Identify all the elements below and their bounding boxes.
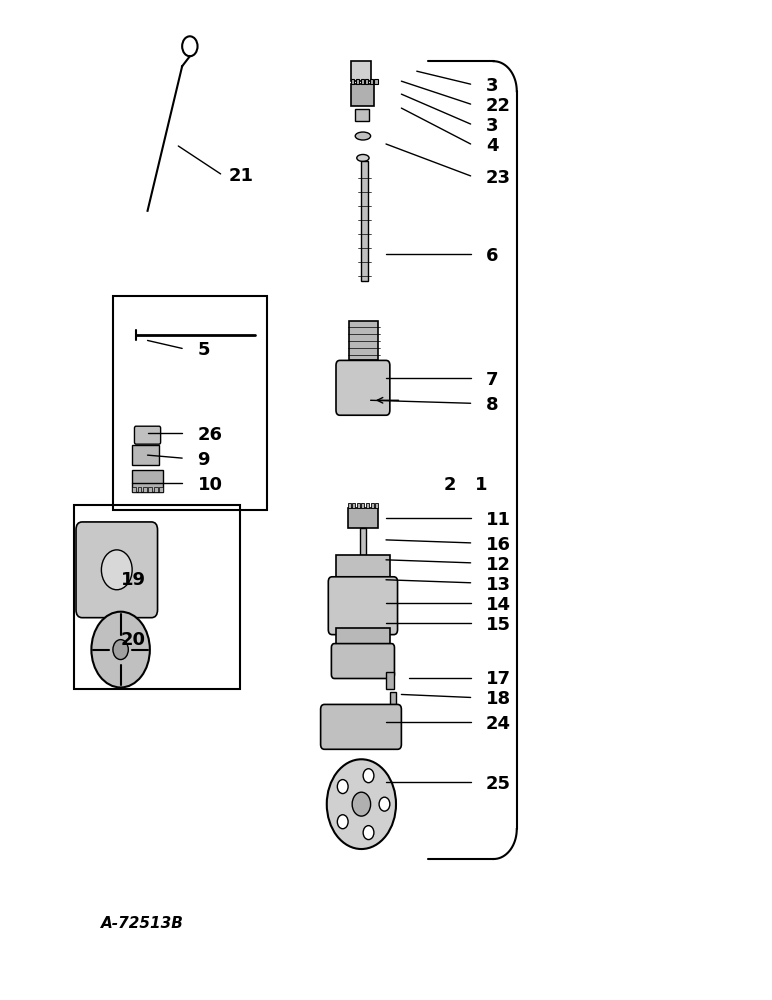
Circle shape [101, 550, 132, 590]
Circle shape [363, 769, 374, 783]
Text: 5: 5 [198, 341, 210, 359]
FancyBboxPatch shape [134, 426, 161, 444]
Text: 20: 20 [120, 631, 146, 649]
Bar [159, 487, 163, 492]
FancyBboxPatch shape [336, 360, 390, 415]
Text: 16: 16 [486, 536, 511, 554]
Bar [355, 109, 369, 121]
Text: 18: 18 [486, 690, 511, 708]
Text: 11: 11 [486, 511, 511, 529]
Bar [361, 161, 368, 281]
Bar [347, 503, 350, 508]
Bar [386, 672, 394, 689]
Circle shape [113, 640, 128, 660]
Bar [132, 487, 136, 492]
Circle shape [363, 826, 374, 840]
Text: 21: 21 [229, 167, 253, 185]
Circle shape [337, 815, 348, 829]
Text: 1: 1 [475, 476, 487, 494]
Bar [336, 628, 390, 650]
Text: 4: 4 [486, 137, 499, 155]
Bar [360, 528, 366, 555]
Bar [74, 505, 240, 689]
Text: 8: 8 [486, 396, 499, 414]
Bar [349, 320, 378, 360]
Bar [132, 470, 163, 492]
Text: 24: 24 [486, 715, 511, 733]
Bar [375, 503, 378, 508]
Text: 26: 26 [198, 426, 222, 444]
Bar [356, 79, 359, 84]
Bar [370, 79, 373, 84]
Text: 22: 22 [486, 97, 511, 115]
Text: 13: 13 [486, 576, 511, 594]
Text: 19: 19 [120, 571, 146, 589]
Ellipse shape [357, 154, 369, 161]
Text: 3: 3 [486, 77, 499, 95]
Bar [148, 487, 152, 492]
Bar [351, 84, 374, 106]
Text: 23: 23 [486, 169, 511, 187]
Circle shape [327, 759, 396, 849]
Bar [143, 487, 147, 492]
Bar [371, 503, 374, 508]
Bar [336, 555, 390, 585]
Circle shape [91, 612, 150, 687]
FancyBboxPatch shape [76, 522, 157, 618]
Circle shape [379, 797, 390, 811]
Text: 7: 7 [486, 371, 499, 389]
Bar [361, 503, 364, 508]
Text: 14: 14 [486, 596, 511, 614]
Bar [132, 445, 159, 465]
Text: 3: 3 [486, 117, 499, 135]
Text: 25: 25 [486, 775, 511, 793]
Text: 10: 10 [198, 476, 222, 494]
Bar [374, 79, 378, 84]
Text: 6: 6 [486, 247, 499, 265]
FancyBboxPatch shape [328, 577, 398, 635]
Bar [351, 61, 371, 81]
Bar [390, 692, 396, 707]
Bar [361, 79, 364, 84]
Bar [352, 503, 355, 508]
Bar [347, 508, 378, 528]
FancyBboxPatch shape [320, 704, 401, 749]
Text: 12: 12 [486, 556, 511, 574]
Text: 9: 9 [198, 451, 210, 469]
Bar [366, 503, 369, 508]
Bar [154, 487, 157, 492]
FancyBboxPatch shape [331, 644, 394, 679]
Text: 15: 15 [486, 616, 511, 634]
Bar [113, 296, 267, 510]
Text: 17: 17 [486, 671, 511, 689]
Circle shape [337, 780, 348, 794]
Bar [357, 503, 360, 508]
Ellipse shape [355, 132, 371, 140]
Text: A-72513B: A-72513B [101, 916, 185, 931]
Bar [365, 79, 368, 84]
Text: 2: 2 [444, 476, 456, 494]
Circle shape [352, 792, 371, 816]
Bar [137, 487, 141, 492]
Bar [351, 79, 354, 84]
